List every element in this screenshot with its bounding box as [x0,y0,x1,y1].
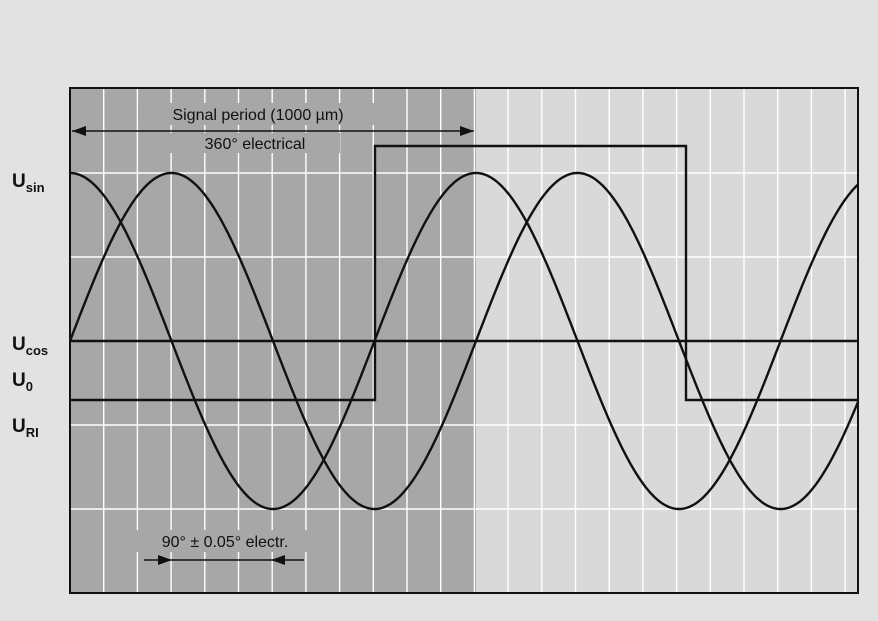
electrical-label-backdrop [170,133,340,153]
u-ri-label: URI [12,416,39,440]
phase-label-backdrop [134,530,316,552]
signal-period-arrowhead-left [72,126,86,136]
phase-shift-arrowhead-left [158,555,172,565]
u-sin-label: Usin [12,171,45,195]
cosine-trace [69,171,859,511]
u-cos-label: Ucos [12,334,48,358]
u-0-label: U0 [12,370,33,394]
electrical-degrees-label: 360° electrical [205,136,306,153]
period-label-backdrop [138,103,378,125]
phase-shift-label: 90° ± 0.05° electr. [162,534,289,551]
sine-trace [68,171,860,511]
phase-shift-arrowhead-right [271,555,285,565]
reference-pulse-trace [70,144,858,402]
signal-traces [68,144,860,511]
signal-period-arrowhead-right [460,126,474,136]
plot-frame [69,87,859,594]
signal-period-label: Signal period (1000 µm) [172,107,343,124]
